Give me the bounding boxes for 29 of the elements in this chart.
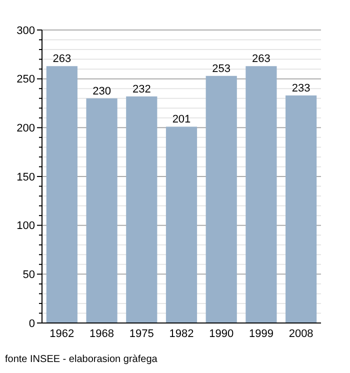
x-tick-label: 2008 bbox=[288, 328, 314, 340]
bar bbox=[206, 76, 237, 323]
y-tick-label: 250 bbox=[16, 74, 35, 86]
bar bbox=[246, 66, 277, 323]
data-label: 263 bbox=[252, 53, 270, 66]
y-tick-label: 200 bbox=[16, 122, 35, 135]
bar bbox=[86, 98, 118, 323]
data-label: 201 bbox=[172, 114, 191, 126]
data-label: 232 bbox=[132, 83, 151, 96]
data-label: 253 bbox=[212, 62, 231, 75]
source-note: fonte INSEE - elaborasion gràfega bbox=[5, 354, 158, 365]
bar bbox=[126, 96, 158, 323]
y-tick-label: 0 bbox=[28, 318, 35, 330]
data-label: 230 bbox=[92, 85, 111, 98]
y-tick-label: 100 bbox=[16, 220, 35, 232]
y-tick-label: 150 bbox=[16, 171, 35, 184]
y-tick-label: 300 bbox=[16, 24, 35, 37]
x-tick-label: 1990 bbox=[209, 328, 234, 340]
bar bbox=[166, 126, 198, 323]
data-label: 263 bbox=[52, 53, 72, 66]
bar bbox=[46, 66, 78, 323]
x-tick-label: 1999 bbox=[248, 328, 274, 340]
x-tick-label: 1982 bbox=[169, 328, 194, 340]
y-tick-label: 50 bbox=[22, 269, 35, 282]
x-tick-label: 1975 bbox=[129, 328, 154, 340]
data-label: 233 bbox=[292, 82, 310, 94]
bar bbox=[286, 95, 317, 323]
x-tick-label: 1968 bbox=[90, 328, 114, 340]
x-tick-label: 1962 bbox=[50, 328, 74, 340]
